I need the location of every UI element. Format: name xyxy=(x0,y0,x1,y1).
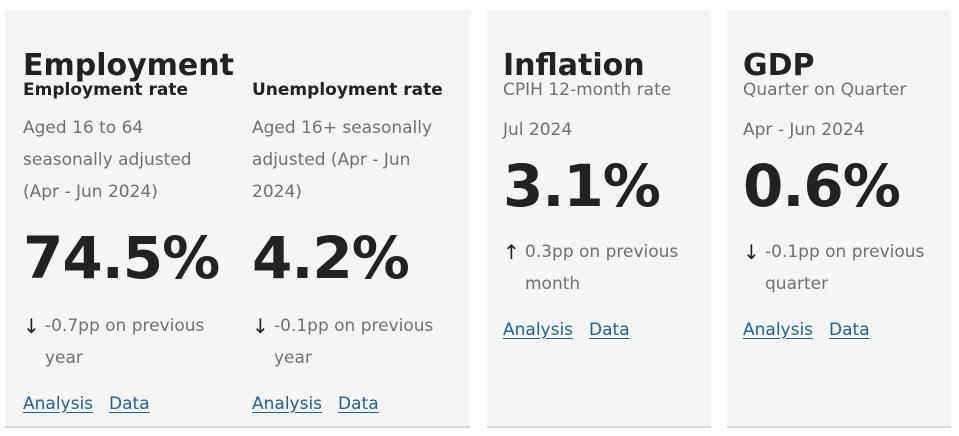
arrow-up-icon: ↑ xyxy=(503,240,520,264)
gdp-value: 0.6% xyxy=(743,152,901,220)
gdp-change-text: -0.1pp on previous quarter xyxy=(765,242,925,294)
gdp-data-link[interactable]: Data xyxy=(829,320,870,340)
employment-rate-analysis-link[interactable]: Analysis xyxy=(23,394,94,414)
unemployment-rate-data-link[interactable]: Data xyxy=(338,394,379,414)
unemployment-rate-block: Unemployment rate Aged 16+ seasonally ad… xyxy=(252,76,462,418)
employment-card-title: Employment xyxy=(23,47,234,83)
inflation-measure: CPIH 12-month rate xyxy=(503,80,672,100)
inflation-data-link[interactable]: Data xyxy=(589,320,630,340)
inflation-period: Jul 2024 xyxy=(503,120,573,140)
arrow-down-icon: ↓ xyxy=(23,314,40,338)
inflation-links: Analysis Data xyxy=(503,316,703,344)
unemployment-rate-description: Aged 16+ seasonally adjusted (Apr - Jun … xyxy=(252,118,433,202)
employment-rate-change-text: -0.7pp on previous year xyxy=(45,316,205,368)
employment-rate-title: Employment rate xyxy=(23,80,188,100)
inflation-change: ↑ 0.3pp on previous month xyxy=(503,236,703,300)
inflation-change-text: 0.3pp on previous month xyxy=(525,242,679,294)
employment-rate-value: 74.5% xyxy=(23,224,220,292)
inflation-card: Inflation CPIH 12-month rate Jul 2024 3.… xyxy=(487,10,711,428)
unemployment-rate-change: ↓ -0.1pp on previous year xyxy=(252,310,462,374)
inflation-analysis-link[interactable]: Analysis xyxy=(503,320,574,340)
arrow-down-icon: ↓ xyxy=(252,314,269,338)
gdp-period: Apr - Jun 2024 xyxy=(743,120,865,140)
unemployment-rate-links: Analysis Data xyxy=(252,390,462,418)
unemployment-rate-analysis-link[interactable]: Analysis xyxy=(252,394,323,414)
gdp-change: ↓ -0.1pp on previous quarter xyxy=(743,236,943,300)
unemployment-rate-value: 4.2% xyxy=(252,224,410,292)
gdp-card-title: GDP xyxy=(743,47,815,83)
employment-card: Employment Employment rate Aged 16 to 64… xyxy=(5,10,470,428)
gdp-links: Analysis Data xyxy=(743,316,943,344)
gdp-card: GDP Quarter on Quarter Apr - Jun 2024 0.… xyxy=(727,10,951,428)
gdp-analysis-link[interactable]: Analysis xyxy=(743,320,814,340)
inflation-value: 3.1% xyxy=(503,152,661,220)
employment-rate-change: ↓ -0.7pp on previous year xyxy=(23,310,233,374)
unemployment-rate-title: Unemployment rate xyxy=(252,80,443,100)
employment-rate-links: Analysis Data xyxy=(23,390,233,418)
gdp-block: Quarter on Quarter Apr - Jun 2024 0.6% ↓… xyxy=(743,76,943,344)
employment-rate-description: Aged 16 to 64 seasonally adjusted (Apr -… xyxy=(23,118,192,202)
inflation-block: CPIH 12-month rate Jul 2024 3.1% ↑ 0.3pp… xyxy=(503,76,703,344)
arrow-down-icon: ↓ xyxy=(743,240,760,264)
inflation-card-title: Inflation xyxy=(503,47,645,83)
employment-rate-block: Employment rate Aged 16 to 64 seasonally… xyxy=(23,76,233,418)
employment-rate-data-link[interactable]: Data xyxy=(109,394,150,414)
gdp-measure: Quarter on Quarter xyxy=(743,80,907,100)
unemployment-rate-change-text: -0.1pp on previous year xyxy=(274,316,434,368)
